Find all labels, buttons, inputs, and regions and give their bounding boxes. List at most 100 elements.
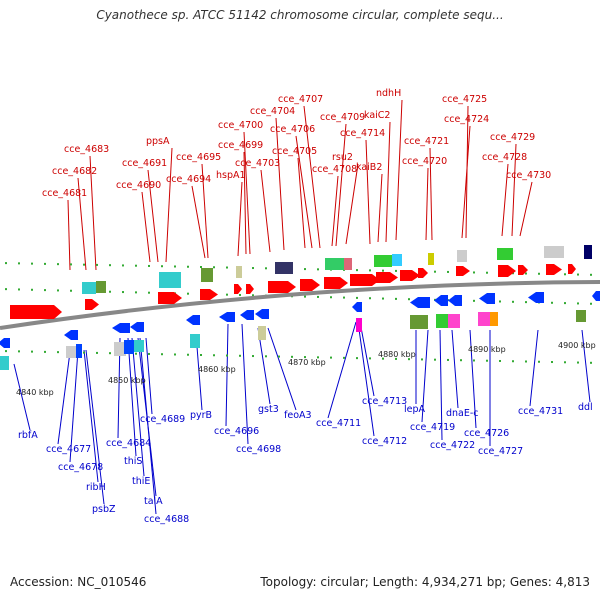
forward-gene-label[interactable]: cce_4691 [122,158,167,169]
forward-gene-label[interactable]: ppsA [146,136,170,147]
forward-gene-arrow[interactable] [10,305,62,319]
reverse-feature-block[interactable] [410,315,428,329]
forward-feature-block[interactable] [325,258,345,270]
forward-feature-block[interactable] [201,268,213,282]
forward-gene-label[interactable]: cce_4721 [404,136,449,147]
forward-gene-arrow[interactable] [568,264,576,274]
forward-gene-label[interactable]: cce_4704 [250,106,295,117]
reverse-feature-block[interactable] [0,356,9,370]
reverse-feature-block[interactable] [114,342,126,356]
reverse-gene-arrow[interactable] [479,293,495,304]
reverse-gene-label[interactable]: cce_4712 [362,436,407,447]
reverse-gene-arrow[interactable] [219,312,235,322]
forward-feature-block[interactable] [428,253,434,265]
forward-gene-arrow[interactable] [400,270,420,281]
forward-gene-label[interactable]: kaiC2 [364,110,390,121]
reverse-gene-arrow[interactable] [130,322,144,332]
reverse-gene-label[interactable]: cce_4731 [518,406,563,417]
reverse-gene-label[interactable]: cce_4696 [214,426,259,437]
reverse-feature-block[interactable] [478,312,490,326]
reverse-gene-label[interactable]: thiE [132,476,150,487]
forward-gene-label[interactable]: cce_4714 [340,128,385,139]
reverse-gene-label[interactable]: lepA [404,404,426,415]
reverse-gene-arrow[interactable] [434,295,448,306]
forward-gene-label[interactable]: cce_4705 [272,146,317,157]
forward-gene-label[interactable]: cce_4695 [176,152,221,163]
forward-gene-arrow[interactable] [268,281,296,293]
forward-gene-arrow[interactable] [234,284,242,294]
forward-gene-label[interactable]: cce_4720 [402,156,447,167]
forward-gene-arrow[interactable] [518,265,528,275]
reverse-gene-arrow[interactable] [186,315,200,325]
forward-feature-block[interactable] [275,262,293,274]
reverse-gene-arrow[interactable] [240,310,254,320]
reverse-gene-label[interactable]: cce_4719 [410,422,455,433]
reverse-feature-block[interactable] [576,310,586,322]
forward-gene-label[interactable]: cce_4724 [444,114,489,125]
forward-gene-label[interactable]: cce_4699 [218,140,263,151]
forward-feature-block[interactable] [344,258,352,270]
forward-gene-label[interactable]: cce_4703 [235,158,280,169]
forward-feature-block[interactable] [497,248,513,260]
forward-gene-label[interactable]: hspA1 [216,170,246,181]
reverse-gene-label[interactable]: cce_4684 [106,438,151,449]
reverse-gene-label[interactable]: ddl [578,402,593,413]
reverse-feature-block[interactable] [76,344,82,358]
forward-feature-block[interactable] [236,266,242,278]
reverse-gene-label[interactable]: thiS [124,456,142,467]
forward-gene-arrow[interactable] [546,264,562,275]
reverse-gene-label[interactable]: rbfA [18,430,38,441]
reverse-gene-label[interactable]: cce_4713 [362,396,407,407]
reverse-feature-block[interactable] [490,312,498,326]
reverse-feature-block[interactable] [448,314,460,328]
reverse-feature-block[interactable] [134,340,144,352]
forward-gene-label[interactable]: kaiB2 [356,162,382,173]
forward-gene-arrow[interactable] [350,274,380,286]
forward-gene-label[interactable]: cce_4707 [278,94,323,105]
forward-gene-arrow[interactable] [300,279,320,291]
forward-gene-label[interactable]: cce_4690 [116,180,161,191]
forward-gene-label[interactable]: ndhH [376,88,401,99]
reverse-feature-block[interactable] [190,334,200,348]
forward-gene-label[interactable]: cce_4730 [506,170,551,181]
forward-gene-label[interactable]: cce_4729 [490,132,535,143]
forward-gene-label[interactable]: cce_4682 [52,166,97,177]
reverse-gene-label[interactable]: gst3 [258,404,279,415]
reverse-feature-block[interactable] [124,340,134,354]
reverse-gene-arrow[interactable] [528,292,544,303]
forward-gene-arrow[interactable] [376,272,398,283]
reverse-gene-arrow[interactable] [0,338,10,348]
forward-gene-label[interactable]: cce_4706 [270,124,315,135]
forward-gene-arrow[interactable] [324,277,348,289]
reverse-feature-block[interactable] [258,326,266,340]
reverse-gene-label[interactable]: cce_4726 [464,428,509,439]
forward-feature-block[interactable] [392,254,402,266]
reverse-gene-label[interactable]: cce_4698 [236,444,281,455]
forward-gene-arrow[interactable] [85,299,99,310]
reverse-gene-label[interactable]: cce_4689 [140,414,185,425]
reverse-gene-label[interactable]: ribH [86,482,106,493]
reverse-gene-label[interactable]: dnaE-c [446,408,479,419]
forward-gene-arrow[interactable] [246,284,254,294]
forward-gene-label[interactable]: cce_4725 [442,94,487,105]
forward-feature-block[interactable] [544,246,564,258]
reverse-gene-label[interactable]: pyrB [190,410,212,421]
reverse-gene-label[interactable]: feoA3 [284,410,312,421]
reverse-gene-label[interactable]: cce_4727 [478,446,523,457]
forward-feature-block[interactable] [159,272,181,288]
reverse-gene-arrow[interactable] [255,309,269,319]
forward-gene-label[interactable]: cce_4709 [320,112,365,123]
forward-gene-label[interactable]: cce_4708 [312,164,357,175]
forward-gene-label[interactable]: rsu2 [332,152,353,163]
reverse-gene-label[interactable]: psbZ [92,504,116,515]
forward-gene-label[interactable]: cce_4681 [42,188,87,199]
forward-gene-label[interactable]: cce_4694 [166,174,211,185]
reverse-feature-block[interactable] [66,346,76,358]
forward-gene-arrow[interactable] [200,289,218,300]
reverse-feature-block[interactable] [356,318,362,332]
forward-feature-block[interactable] [374,255,392,267]
reverse-gene-label[interactable]: cce_4722 [430,440,475,451]
reverse-gene-label[interactable]: cce_4688 [144,514,189,525]
reverse-gene-arrow[interactable] [592,291,600,301]
reverse-gene-arrow[interactable] [64,330,78,340]
